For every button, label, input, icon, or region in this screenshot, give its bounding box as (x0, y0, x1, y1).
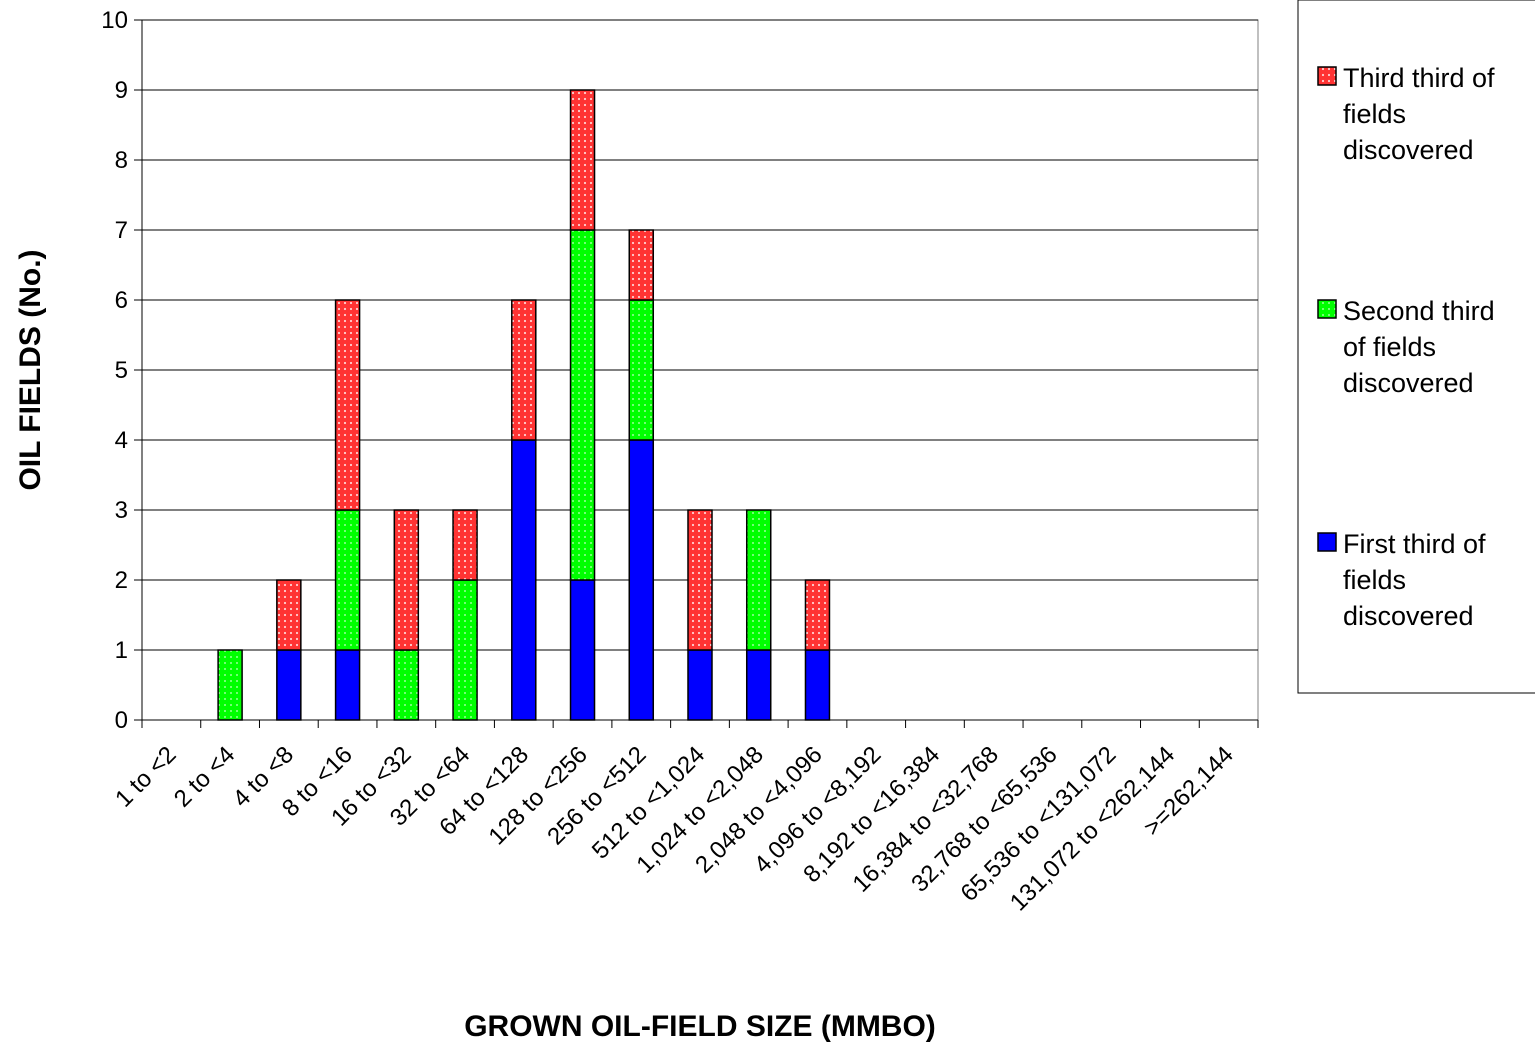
y-tick-label: 5 (115, 357, 128, 384)
x-tick-label: 1 to <2 (110, 741, 181, 812)
axes (134, 19, 1259, 728)
bar-segment (276, 649, 302, 721)
y-tick-label: 2 (115, 567, 128, 594)
legend-label: discovered (1343, 135, 1474, 165)
bar-segment (334, 649, 361, 721)
bar-segment (511, 299, 537, 441)
bar-segment (217, 649, 243, 721)
legend-label: discovered (1343, 368, 1474, 398)
bar-segment (628, 439, 655, 721)
bar-segment (745, 509, 772, 651)
bar-segment (393, 649, 420, 721)
y-tick-label: 6 (115, 287, 128, 314)
x-axis-title: GROWN OIL-FIELD SIZE (MMBO) (464, 1010, 936, 1043)
bar-segment (276, 579, 302, 651)
legend-swatch (1317, 532, 1337, 552)
y-tick-label: 4 (115, 427, 128, 454)
y-axis-title: OIL FIELDS (No.) (14, 249, 47, 490)
legend-swatch (1317, 299, 1337, 319)
bar-segment (687, 509, 713, 651)
bar-segment (804, 649, 831, 721)
legend-swatch (1317, 66, 1337, 86)
bar-segment (628, 299, 655, 441)
bar-segment (745, 649, 772, 721)
y-tick-label: 0 (115, 707, 128, 734)
bar-segment (393, 509, 420, 651)
legend-label: of fields (1343, 332, 1436, 362)
bar-segment (569, 229, 596, 581)
legend: Third third of fields discovered Second thi… (1297, 0, 1535, 694)
legend-label: discovered (1343, 601, 1474, 631)
bar-segment (452, 579, 478, 721)
y-tick-label: 1 (115, 637, 128, 664)
legend-label: Third third of (1343, 63, 1495, 93)
bar-segment (452, 509, 478, 581)
bar-segment (569, 579, 596, 721)
bars (217, 89, 831, 721)
legend-label: Second third (1343, 296, 1495, 326)
bar-segment (687, 649, 713, 721)
y-tick-label: 3 (115, 497, 128, 524)
bar-segment (628, 229, 655, 301)
y-tick-labels: 0 1 2 3 4 5 6 7 8 9 10 (101, 7, 128, 734)
legend-label: fields (1343, 99, 1406, 129)
y-tick-label: 7 (115, 217, 128, 244)
bar-segment (804, 579, 831, 651)
y-tick-label: 10 (101, 7, 128, 34)
bar-segment (511, 439, 537, 721)
bar-segment (569, 89, 596, 231)
legend-box (1297, 0, 1535, 694)
bar-segment (334, 299, 361, 511)
legend-label: fields (1343, 565, 1406, 595)
y-tick-label: 9 (115, 77, 128, 104)
x-tick-label: 2 to <4 (169, 741, 240, 812)
legend-label: First third of (1343, 529, 1486, 559)
bar-segment (334, 509, 361, 651)
y-tick-label: 8 (115, 147, 128, 174)
